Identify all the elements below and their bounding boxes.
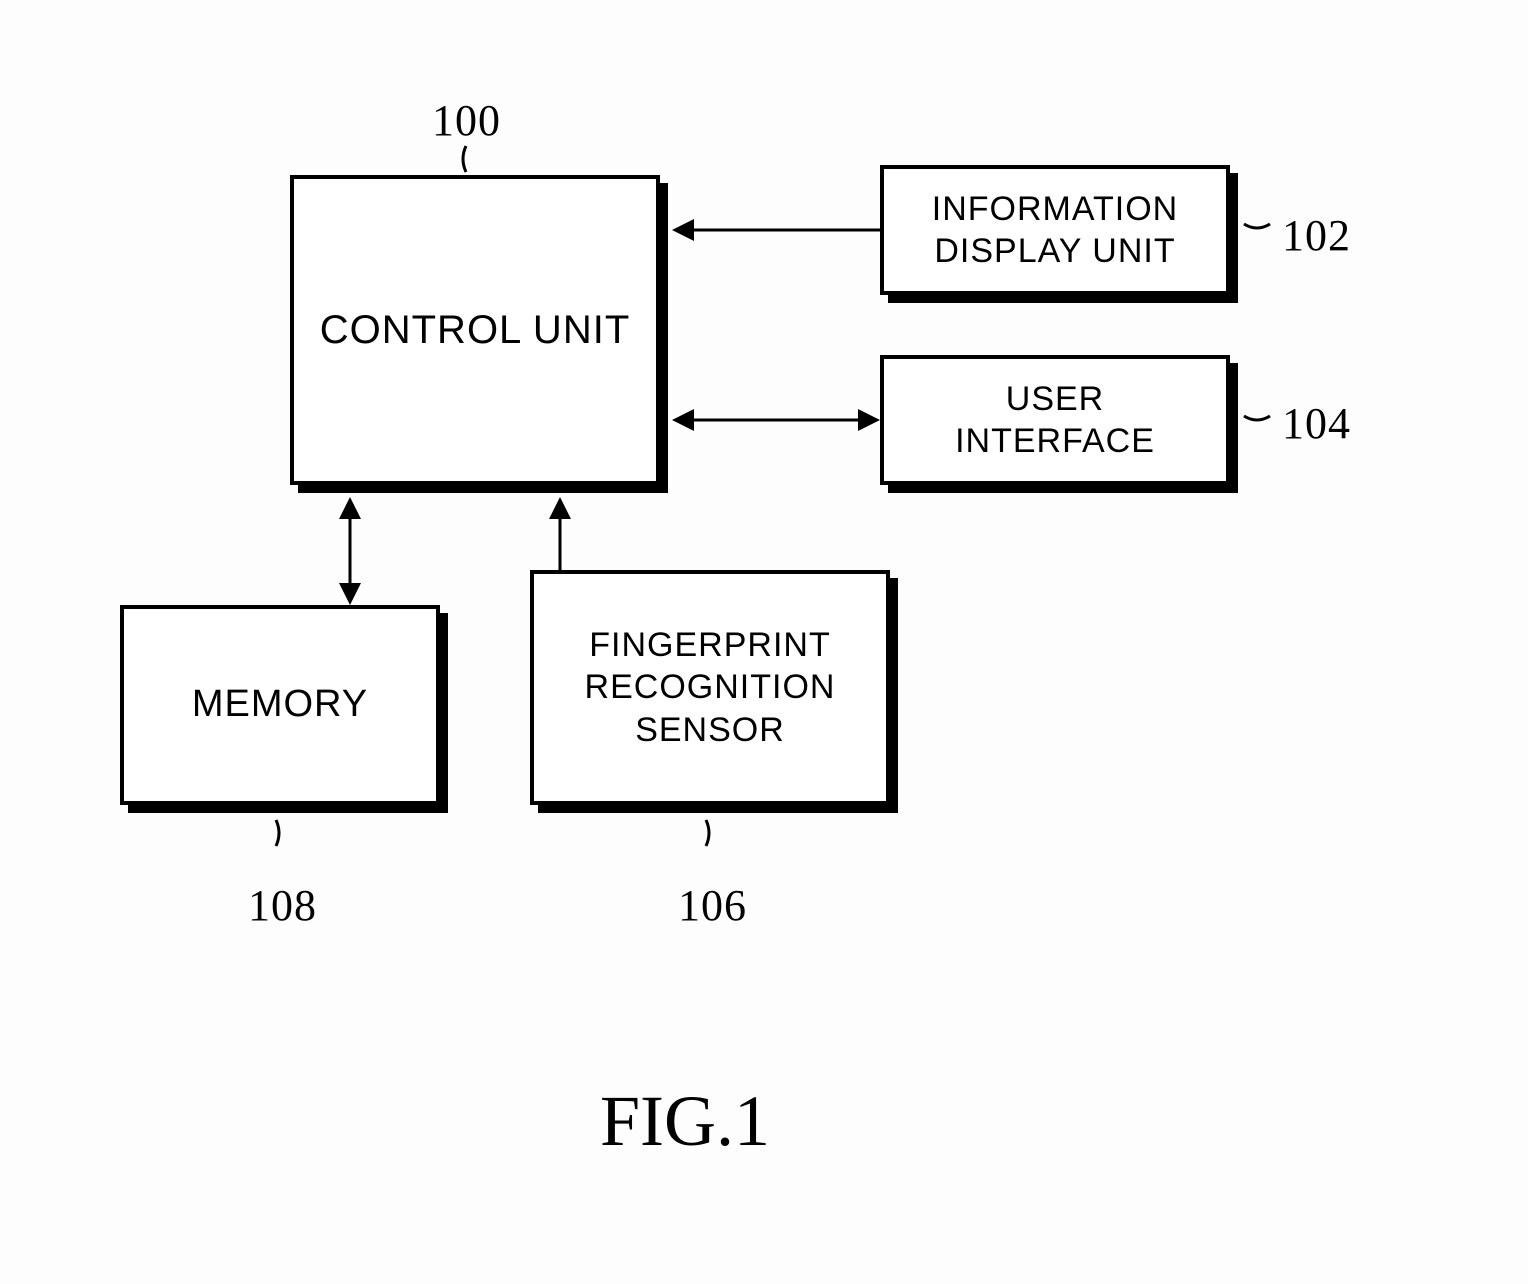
- block-fingerprint-recognition-sensor: FINGERPRINT RECOGNITION SENSOR: [530, 570, 890, 805]
- block-user-interface: USER INTERFACE: [880, 355, 1230, 485]
- block-information-display-unit: INFORMATION DISPLAY UNIT: [880, 165, 1230, 295]
- block-user-interface-label: USER INTERFACE: [955, 378, 1155, 463]
- ref-label-102: 102: [1282, 210, 1351, 261]
- block-information-display-unit-label: INFORMATION DISPLAY UNIT: [932, 188, 1178, 273]
- ref-label-108: 108: [248, 880, 317, 931]
- block-memory: MEMORY: [120, 605, 440, 805]
- block-control-unit: CONTROL UNIT: [290, 175, 660, 485]
- block-memory-label: MEMORY: [192, 681, 368, 729]
- ref-label-106: 106: [678, 880, 747, 931]
- ref-label-104: 104: [1282, 398, 1351, 449]
- diagram-canvas: CONTROL UNIT INFORMATION DISPLAY UNIT US…: [0, 0, 1528, 1284]
- block-fingerprint-recognition-sensor-label: FINGERPRINT RECOGNITION SENSOR: [585, 624, 836, 752]
- figure-label: FIG.1: [600, 1080, 770, 1163]
- block-control-unit-label: CONTROL UNIT: [320, 305, 631, 355]
- ref-label-100: 100: [432, 95, 501, 146]
